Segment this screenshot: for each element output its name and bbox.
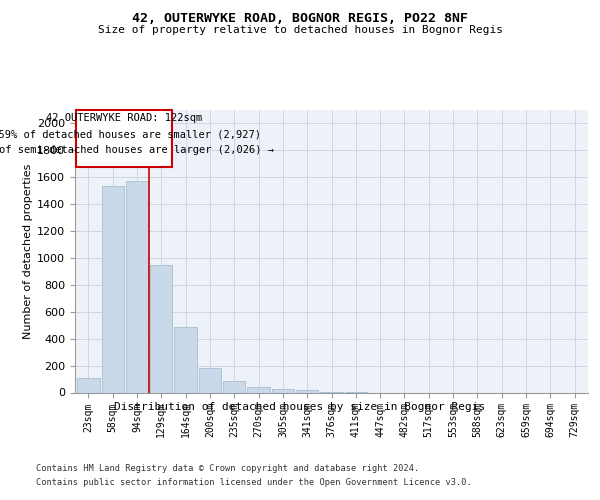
Text: Size of property relative to detached houses in Bognor Regis: Size of property relative to detached ho… <box>97 25 503 35</box>
Bar <box>272 389 294 392</box>
Bar <box>126 182 148 392</box>
Text: Distribution of detached houses by size in Bognor Regis: Distribution of detached houses by size … <box>115 402 485 412</box>
Bar <box>77 378 100 392</box>
Text: 42, OUTERWYKE ROAD, BOGNOR REGIS, PO22 8NF: 42, OUTERWYKE ROAD, BOGNOR REGIS, PO22 8… <box>132 12 468 26</box>
Bar <box>175 328 197 392</box>
Y-axis label: Number of detached properties: Number of detached properties <box>23 164 33 339</box>
Text: ← 59% of detached houses are smaller (2,927): ← 59% of detached houses are smaller (2,… <box>0 129 262 139</box>
Bar <box>247 388 270 392</box>
Text: 42 OUTERWYKE ROAD: 122sqm: 42 OUTERWYKE ROAD: 122sqm <box>46 113 202 123</box>
Bar <box>199 368 221 392</box>
Text: 41% of semi-detached houses are larger (2,026) →: 41% of semi-detached houses are larger (… <box>0 146 274 156</box>
Bar <box>150 264 172 392</box>
Bar <box>76 110 172 166</box>
Text: Contains HM Land Registry data © Crown copyright and database right 2024.: Contains HM Land Registry data © Crown c… <box>36 464 419 473</box>
Bar <box>223 382 245 392</box>
Bar <box>296 390 319 392</box>
Bar <box>101 186 124 392</box>
Text: Contains public sector information licensed under the Open Government Licence v3: Contains public sector information licen… <box>36 478 472 487</box>
